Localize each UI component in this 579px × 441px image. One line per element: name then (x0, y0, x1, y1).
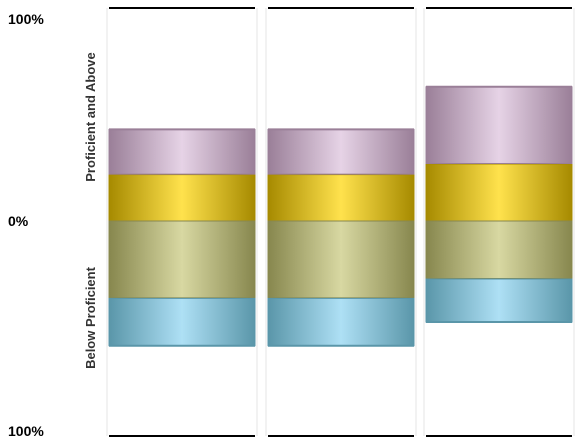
side-label-below: Below Proficient (83, 266, 98, 369)
y-tick-label-3: 100% (8, 423, 44, 439)
bar-advanced-col3 (425, 162, 573, 222)
column-3 (423, 7, 575, 437)
column-1 (106, 7, 258, 437)
bar-below_basic-col2 (267, 297, 415, 347)
bar-basic-col3 (425, 220, 573, 280)
y-tick-label-2: 0% (8, 213, 29, 229)
bar-below_basic-col1 (108, 297, 256, 347)
bar-proficient-col3 (425, 86, 573, 164)
labels: 100% 0% 100% Proficient and Above Below Prof… (8, 11, 98, 439)
side-label-above: Proficient and Above (83, 52, 98, 182)
column-2 (265, 7, 417, 437)
columns (106, 7, 575, 437)
bar-basic-col2 (267, 220, 415, 299)
bars (108, 85, 573, 347)
bar-basic-col1 (108, 220, 256, 299)
bar-proficient-col1 (108, 128, 256, 175)
bar-proficient-col2 (267, 128, 415, 175)
y-tick-label-1: 100% (8, 11, 44, 27)
bar-advanced-col1 (108, 173, 256, 222)
bar-advanced-col2 (267, 173, 415, 222)
bar-below_basic-col3 (425, 278, 573, 323)
